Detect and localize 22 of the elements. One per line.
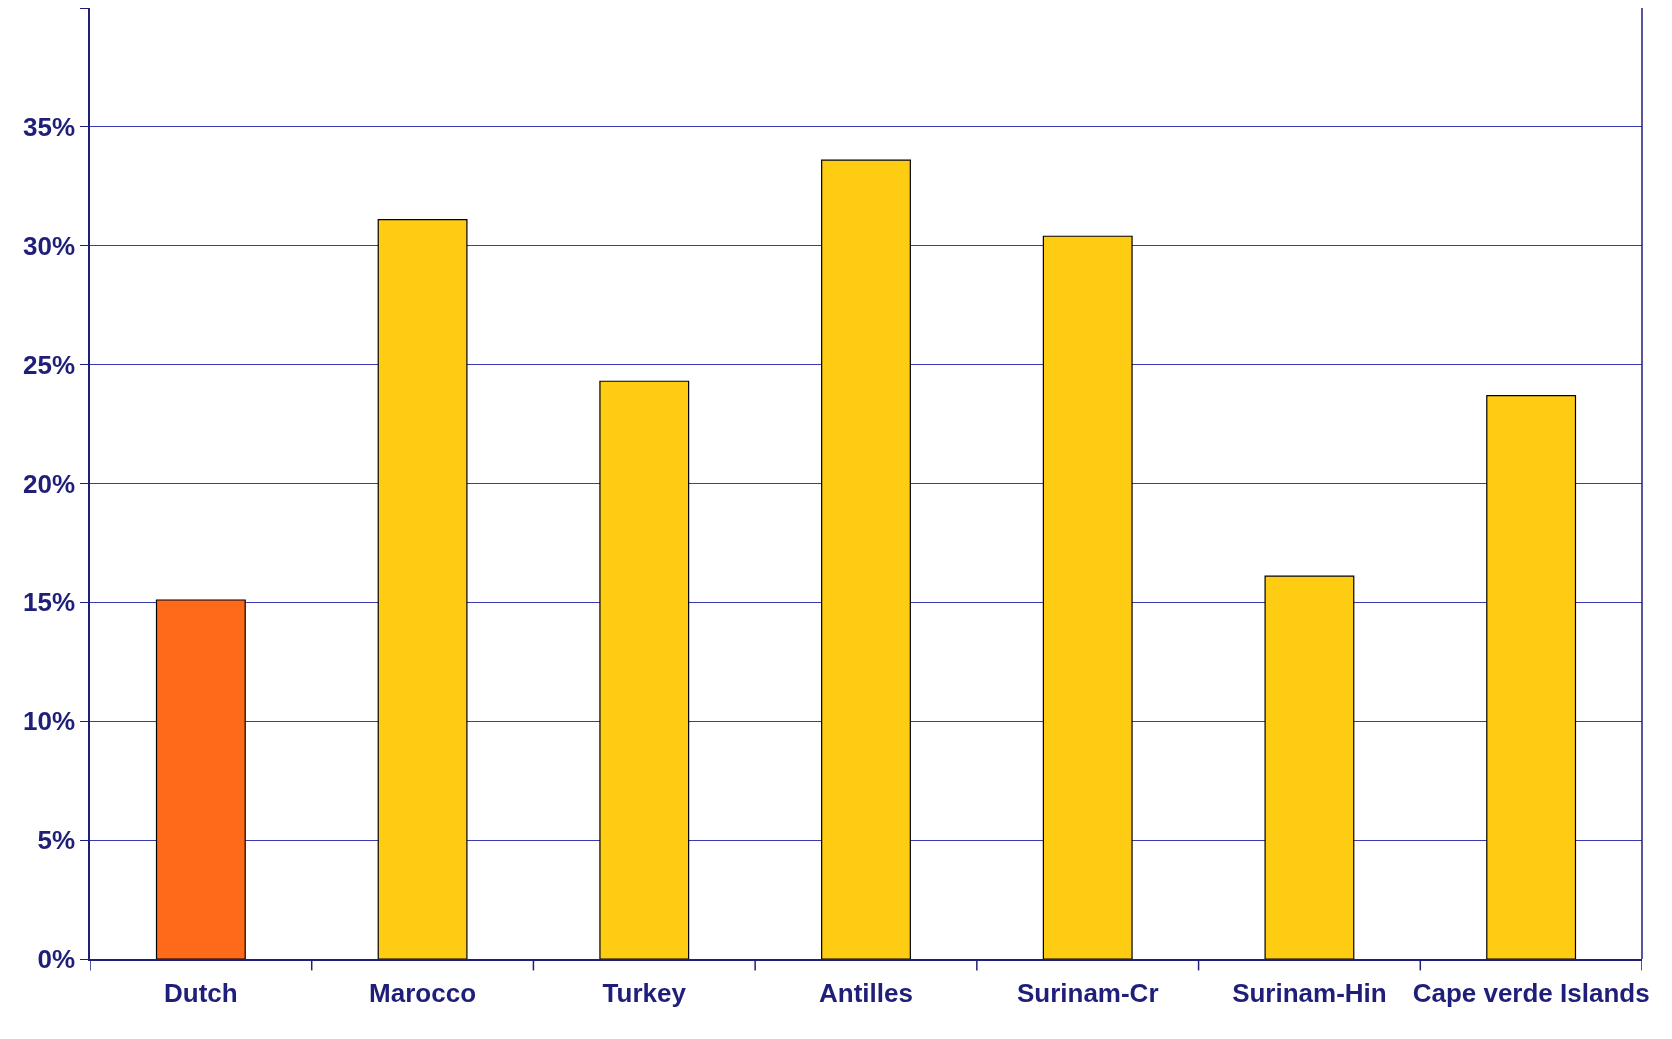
y-tick-label: 20% — [23, 468, 76, 499]
x-tick-label: Surinam-Cr — [1016, 977, 1159, 1008]
x-tick-label: Cape verde Islands — [1412, 977, 1650, 1008]
bar — [1042, 235, 1133, 959]
x-tick-label: Antilles — [819, 977, 913, 1008]
y-tick-label: 15% — [23, 587, 76, 618]
x-tick-label: Turkey — [602, 977, 687, 1008]
x-tick-label: Marocco — [369, 977, 477, 1008]
y-tick-label: 35% — [23, 111, 76, 142]
y-tick-label: 0% — [37, 944, 76, 975]
x-tick-label: Surinam-Hin — [1232, 977, 1387, 1008]
bar — [1264, 575, 1355, 959]
bar — [599, 380, 690, 959]
bar — [1486, 394, 1577, 959]
y-tick-label: 10% — [23, 706, 76, 737]
y-tick-label: 25% — [23, 349, 76, 380]
bar — [377, 219, 468, 959]
y-tick-label: 5% — [37, 825, 76, 856]
bar — [155, 599, 246, 959]
y-tick-label: 30% — [23, 230, 76, 261]
bar — [821, 159, 911, 959]
x-tick-label: Dutch — [164, 977, 238, 1008]
